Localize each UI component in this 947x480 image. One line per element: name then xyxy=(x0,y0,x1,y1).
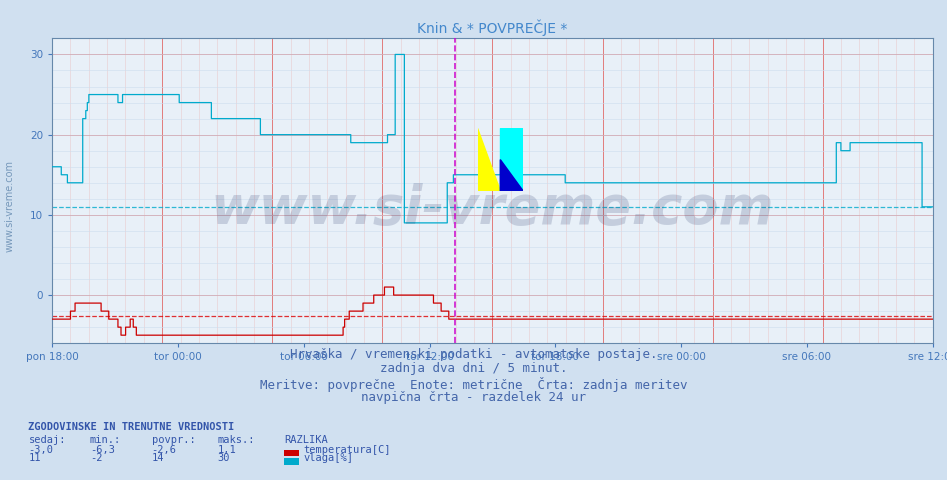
Text: -2,6: -2,6 xyxy=(152,444,176,455)
Text: temperatura[C]: temperatura[C] xyxy=(303,444,390,455)
Text: 1,1: 1,1 xyxy=(218,444,237,455)
Text: ZGODOVINSKE IN TRENUTNE VREDNOSTI: ZGODOVINSKE IN TRENUTNE VREDNOSTI xyxy=(28,421,235,432)
Title: Knin & * POVPREČJE *: Knin & * POVPREČJE * xyxy=(418,19,567,36)
Text: vlaga[%]: vlaga[%] xyxy=(303,453,353,463)
Text: www.si-vreme.com: www.si-vreme.com xyxy=(210,183,775,235)
Polygon shape xyxy=(477,128,500,191)
Text: maks.:: maks.: xyxy=(218,435,256,445)
Text: -2: -2 xyxy=(90,453,102,463)
Text: sedaj:: sedaj: xyxy=(28,435,66,445)
Polygon shape xyxy=(500,159,523,191)
Text: navpična črta - razdelek 24 ur: navpična črta - razdelek 24 ur xyxy=(361,391,586,404)
Text: 14: 14 xyxy=(152,453,164,463)
Text: 11: 11 xyxy=(28,453,41,463)
Text: povpr.:: povpr.: xyxy=(152,435,195,445)
Text: zadnja dva dni / 5 minut.: zadnja dva dni / 5 minut. xyxy=(380,362,567,375)
Text: RAZLIKA: RAZLIKA xyxy=(284,435,328,445)
Text: min.:: min.: xyxy=(90,435,121,445)
Text: -6,3: -6,3 xyxy=(90,444,115,455)
Text: -3,0: -3,0 xyxy=(28,444,53,455)
Text: Hrvaška / vremenski podatki - avtomatske postaje.: Hrvaška / vremenski podatki - avtomatske… xyxy=(290,348,657,361)
Text: 30: 30 xyxy=(218,453,230,463)
Text: Meritve: povprečne  Enote: metrične  Črta: zadnja meritev: Meritve: povprečne Enote: metrične Črta:… xyxy=(259,377,688,392)
Text: www.si-vreme.com: www.si-vreme.com xyxy=(5,160,14,252)
Polygon shape xyxy=(500,128,523,191)
